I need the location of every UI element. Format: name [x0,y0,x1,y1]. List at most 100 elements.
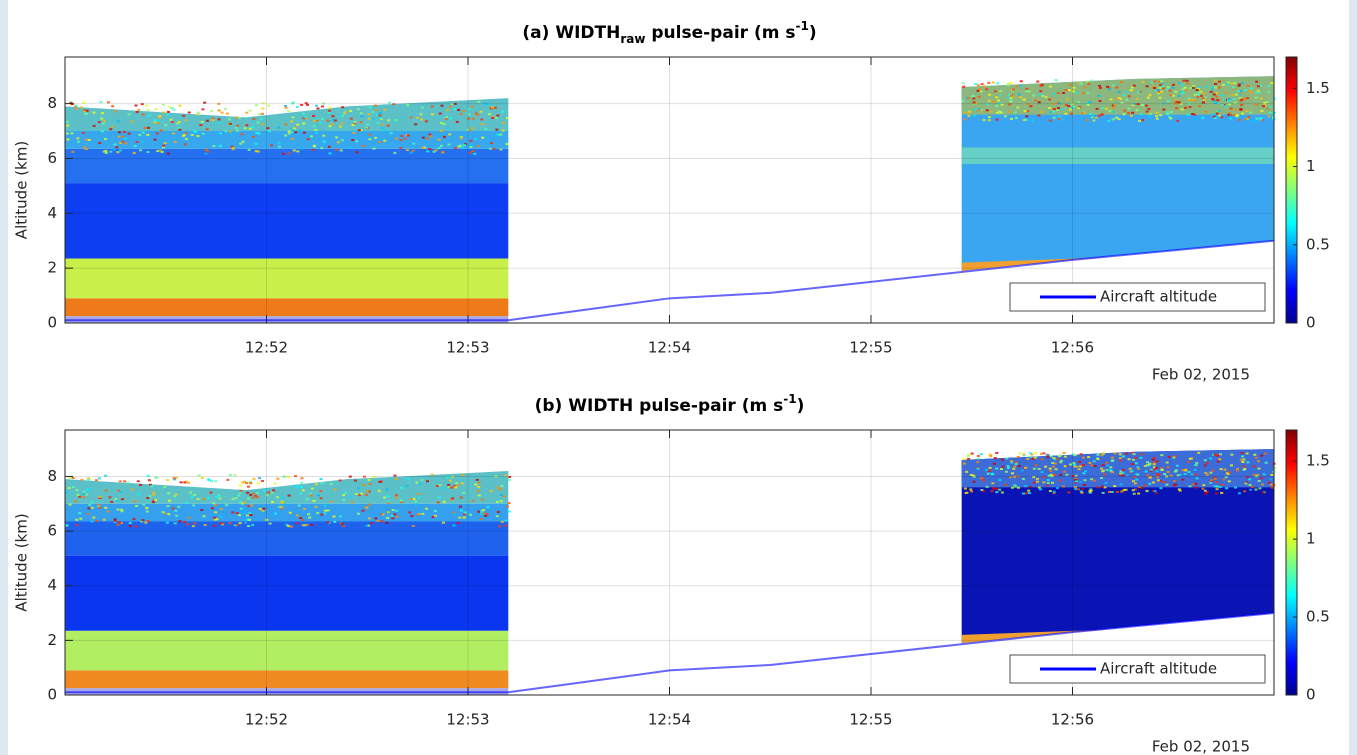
radar-speckle [494,106,498,109]
radar-speckle [233,524,237,527]
radar-speckle [1044,465,1048,468]
radar-speckle [98,477,102,480]
radar-speckle [446,127,450,130]
radar-speckle [1249,87,1253,90]
radar-speckle [1037,101,1041,104]
radar-speckle [1056,458,1060,461]
radar-speckle [1216,116,1220,119]
radar-speckle [1097,114,1101,117]
radar-speckle [132,518,136,521]
radar-speckle [367,113,371,116]
radar-speckle [1003,115,1007,118]
radar-speckle [104,474,108,477]
radar-speckle [1071,475,1075,478]
radar-speckle [967,111,971,114]
radar-speckle [374,109,378,112]
radar-speckle [499,148,503,151]
radar-speckle [1042,481,1046,484]
radar-speckle [1029,105,1033,108]
radar-speckle [141,140,145,143]
radar-speckle [1135,97,1139,100]
radar-speckle [1032,481,1036,484]
radar-speckle [282,503,286,506]
radar-speckle [245,124,249,127]
radar-speckle [309,135,313,138]
radar-speckle [1156,476,1160,479]
radar-speckle [1027,492,1031,495]
radar-speckle [985,485,989,488]
radar-speckle [1026,110,1030,113]
radar-speckle [480,510,484,513]
radar-speckle [367,490,371,493]
radar-speckle [192,504,196,507]
radar-speckle [187,516,191,519]
radar-speckle [462,109,466,112]
radar-speckle [982,85,986,88]
radar-speckle [122,130,126,133]
radar-speckle [240,481,244,484]
radar-speckle [301,112,305,115]
radar-speckle [284,134,288,137]
radar-speckle [311,148,315,151]
radar-speckle [88,503,92,506]
radar-speckle [256,482,260,485]
radar-speckle [1194,482,1198,485]
radar-speckle [237,494,241,497]
radar-speckle [1217,109,1221,112]
radar-speckle [137,493,141,496]
radar-speckle [1145,490,1149,493]
radar-echo [65,503,509,522]
radar-speckle [1079,453,1083,456]
radar-speckle [1168,89,1172,92]
radar-speckle [477,100,481,103]
radar-speckle [1042,476,1046,479]
radar-speckle [102,518,106,521]
radar-speckle [405,484,409,487]
radar-speckle [1090,116,1094,119]
radar-speckle [1177,101,1181,104]
radar-speckle [982,490,986,493]
radar-speckle [342,494,346,497]
radar-speckle [287,525,291,528]
radar-speckle [1203,464,1207,467]
radar-speckle [1238,97,1242,100]
radar-speckle [1183,473,1187,476]
radar-speckle [186,523,190,526]
radar-speckle [148,495,152,498]
radar-speckle [462,513,466,516]
radar-speckle [1145,110,1149,113]
radar-speckle [1112,107,1116,110]
radar-speckle [1122,94,1126,97]
radar-speckle [1203,489,1207,492]
radar-speckle [74,500,78,503]
radar-speckle [474,483,478,486]
radar-speckle [113,519,117,522]
radar-speckle [76,137,80,140]
radar-speckle [382,129,386,132]
radar-speckle [1100,113,1104,116]
radar-speckle [312,144,316,147]
radar-speckle [1249,488,1253,491]
radar-speckle [315,119,319,122]
radar-speckle [985,88,989,91]
radar-speckle [412,497,416,500]
radar-speckle [414,123,418,126]
radar-speckle [1072,86,1076,89]
radar-speckle [1092,460,1096,463]
radar-speckle [499,500,503,503]
radar-speckle [213,516,217,519]
radar-speckle [1205,473,1209,476]
radar-speckle [139,484,143,487]
radar-speckle [65,491,69,494]
radar-speckle [1188,106,1192,109]
radar-speckle [1193,93,1197,96]
radar-speckle [1004,484,1008,487]
radar-speckle [1081,487,1085,490]
radar-speckle [1166,99,1170,102]
radar-speckle [1156,479,1160,482]
radar-speckle [1029,455,1033,458]
radar-speckle [1081,464,1085,467]
radar-speckle [1159,114,1163,117]
radar-speckle [1155,466,1159,469]
radar-speckle [209,491,213,494]
